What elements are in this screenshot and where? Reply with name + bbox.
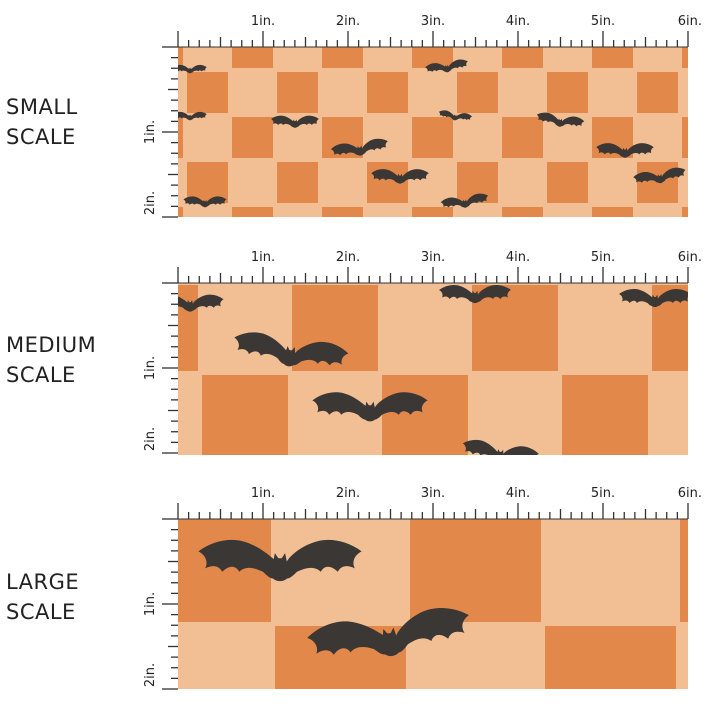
ruler-inch-label: 3in.: [421, 486, 445, 501]
checker-square: [592, 207, 633, 217]
checker-square: [232, 207, 273, 217]
checker-square: [187, 162, 228, 203]
checker-square: [410, 519, 541, 622]
ruler-inch-label: 4in.: [506, 486, 530, 501]
bat-motif: [371, 169, 429, 184]
checker-square: [412, 47, 453, 68]
ruler-inch-label: 4in.: [506, 14, 530, 29]
ruler-inch-label: 2in.: [143, 663, 158, 687]
checker-square: [562, 375, 648, 455]
checker-square: [322, 207, 363, 217]
ruler-inch-label: 2in.: [336, 250, 360, 265]
checker-square: [322, 47, 363, 68]
checker-square: [178, 47, 183, 68]
ruler-inch-label: 1in.: [251, 486, 275, 501]
ruler-inch-label: 1in.: [143, 120, 158, 144]
bat-motif: [619, 288, 688, 308]
ruler-inch-label: 2in.: [143, 427, 158, 451]
ruler-inch-label: 6in.: [678, 14, 702, 29]
checker-square: [178, 285, 198, 371]
checker-square: [178, 117, 183, 158]
ruler-inch-label: 1in.: [251, 14, 275, 29]
ruler-inch-label: 2in.: [336, 14, 360, 29]
ruler-inch-label: 5in.: [591, 250, 615, 265]
checker-square: [367, 72, 408, 113]
large-fabric-panel: 1in. 2in. 3in. 4in. 5in. 6in. 1in. 2in.: [143, 486, 702, 690]
ruler-inch-label: 4in.: [506, 250, 530, 265]
ruler-inch-label: 2in.: [336, 486, 360, 501]
ruler-inch-label: 3in.: [421, 250, 445, 265]
medium-fabric-panel: 1in. 2in. 3in. 4in. 5in. 6in. 1in. 2in.: [143, 250, 702, 455]
bat-motif: [198, 539, 362, 582]
ruler-inch-label: 1in.: [251, 250, 275, 265]
checker-square: [178, 519, 271, 622]
bat-motif: [633, 167, 686, 184]
bat-motif: [440, 193, 489, 208]
bat-motif: [183, 196, 227, 208]
checker-square: [502, 47, 543, 68]
label-line: SCALE: [6, 600, 76, 624]
ruler-inch-label: 1in.: [143, 592, 158, 616]
bat-motif: [425, 59, 468, 73]
ruler-inch-label: 6in.: [678, 250, 702, 265]
checker-square: [187, 72, 228, 113]
bat-motif: [312, 392, 428, 422]
small-scale-label: SMALL SCALE: [6, 92, 78, 152]
bat-motif: [271, 115, 319, 128]
bat-motif: [234, 332, 349, 367]
ruler-inch-label: 1in.: [143, 356, 158, 380]
label-line: SCALE: [6, 125, 76, 149]
bat-motif: [307, 608, 469, 657]
large-scale-label: LARGE SCALE: [6, 567, 79, 627]
checker-square: [680, 519, 688, 622]
checker-square: [232, 47, 273, 68]
checker-square: [412, 207, 453, 217]
ruler-inch-label: 2in.: [143, 191, 158, 215]
bat-motif: [462, 439, 539, 455]
checker-square: [277, 72, 318, 113]
checker-square: [178, 207, 183, 217]
ruler-inch-label: 6in.: [678, 486, 702, 501]
checker-square: [592, 47, 633, 68]
checker-square: [547, 162, 588, 203]
ruler-inch-label: 5in.: [591, 486, 615, 501]
bat-motif: [330, 138, 388, 156]
label-line: LARGE: [6, 570, 80, 594]
bat-motif: [178, 294, 224, 312]
checker-square: [502, 117, 543, 158]
medium-scale-label: MEDIUM SCALE: [6, 330, 96, 390]
bat-motif: [536, 112, 585, 127]
label-line: SMALL: [6, 95, 78, 119]
checker-square: [457, 72, 498, 113]
bat-motif: [178, 111, 207, 121]
checker-square: [637, 72, 678, 113]
checker-square: [232, 117, 273, 158]
bat-motif: [178, 64, 207, 74]
checker-square: [472, 285, 558, 371]
bat-motif: [596, 143, 654, 158]
checker-square: [412, 117, 453, 158]
bat-motif: [438, 110, 473, 121]
checker-square: [545, 626, 676, 689]
label-line: SCALE: [6, 363, 76, 387]
checker-square: [682, 207, 688, 217]
label-line: MEDIUM: [6, 333, 97, 357]
checker-square: [502, 207, 543, 217]
ruler-inch-label: 5in.: [591, 14, 615, 29]
checker-square: [202, 375, 288, 455]
checker-square: [547, 72, 588, 113]
checker-square: [277, 162, 318, 203]
checker-square: [382, 375, 468, 455]
small-fabric-panel: 1in. 2in. 3in. 4in. 5in. 6in. 1in. 2in.: [143, 14, 702, 218]
checker-square: [682, 117, 688, 158]
checker-square: [682, 47, 688, 68]
bat-motif: [439, 284, 511, 304]
ruler-inch-label: 3in.: [421, 14, 445, 29]
